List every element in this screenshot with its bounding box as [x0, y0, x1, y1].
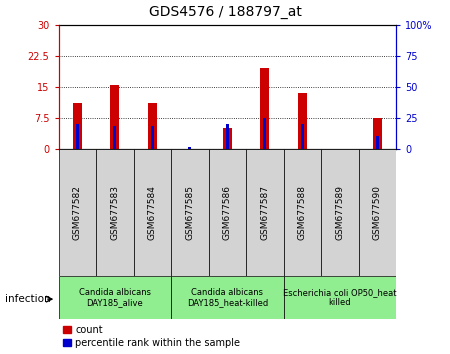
Bar [284, 276, 396, 319]
Bar [373, 118, 382, 149]
Bar [223, 128, 232, 149]
Bar [58, 276, 171, 319]
Bar [171, 276, 284, 319]
Bar [263, 118, 266, 149]
Text: GSM677588: GSM677588 [298, 185, 307, 240]
Bar [113, 126, 116, 149]
Bar [284, 149, 321, 276]
Bar [260, 68, 270, 149]
Text: GSM677584: GSM677584 [148, 185, 157, 240]
Text: Escherichia coli OP50_heat
killed: Escherichia coli OP50_heat killed [283, 288, 396, 307]
Bar [72, 103, 82, 149]
Text: GDS4576 / 188797_at: GDS4576 / 188797_at [148, 5, 302, 19]
Text: GSM677587: GSM677587 [260, 185, 269, 240]
Bar [321, 149, 359, 276]
Bar [171, 149, 208, 276]
Bar [96, 149, 134, 276]
Bar [297, 93, 307, 149]
Bar [376, 136, 379, 149]
Bar [58, 149, 96, 276]
Bar [301, 124, 304, 149]
Text: GSM677586: GSM677586 [223, 185, 232, 240]
Bar [134, 149, 171, 276]
Text: infection: infection [4, 294, 50, 304]
Text: GSM677583: GSM677583 [110, 185, 119, 240]
Bar [246, 149, 284, 276]
Bar [188, 147, 191, 149]
Bar [148, 103, 157, 149]
Text: GSM677589: GSM677589 [335, 185, 344, 240]
Bar [151, 126, 154, 149]
Text: GSM677582: GSM677582 [73, 185, 82, 240]
Bar [110, 85, 119, 149]
Bar [359, 149, 396, 276]
Bar [76, 124, 79, 149]
Bar [226, 124, 229, 149]
Bar [208, 149, 246, 276]
Text: Candida albicans
DAY185_heat-killed: Candida albicans DAY185_heat-killed [187, 288, 268, 307]
Text: GSM677585: GSM677585 [185, 185, 194, 240]
Legend: count, percentile rank within the sample: count, percentile rank within the sample [63, 325, 240, 348]
Text: GSM677590: GSM677590 [373, 185, 382, 240]
Text: Candida albicans
DAY185_alive: Candida albicans DAY185_alive [79, 288, 151, 307]
